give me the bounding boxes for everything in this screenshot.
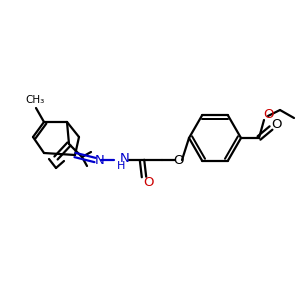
Text: O: O [144, 176, 154, 188]
Text: O: O [264, 109, 274, 122]
Text: O: O [272, 118, 282, 131]
Text: H: H [117, 161, 125, 171]
Text: CH₃: CH₃ [26, 95, 45, 105]
Text: N: N [95, 154, 105, 166]
Text: N: N [120, 152, 130, 166]
Text: O: O [174, 154, 184, 166]
